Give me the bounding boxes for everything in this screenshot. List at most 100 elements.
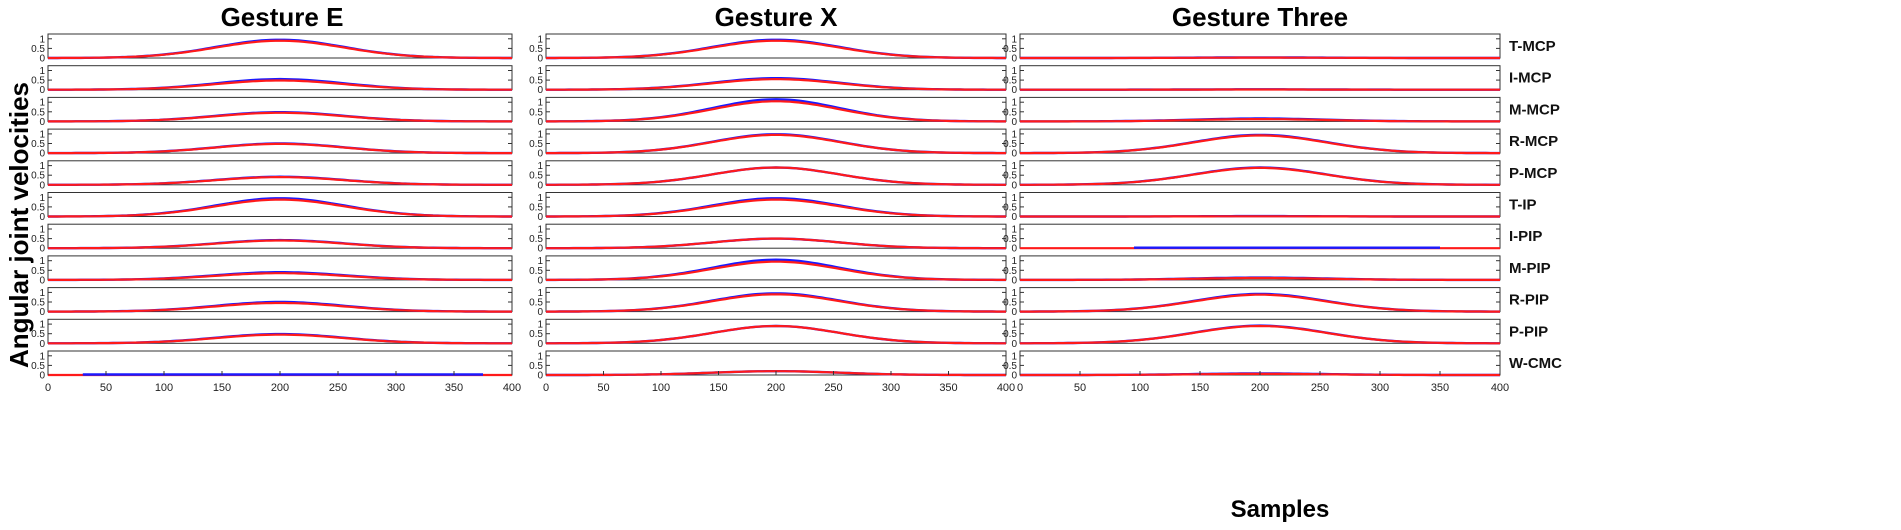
x-tick-label: 250 [1311,382,1329,394]
subplot: 10.50 [31,318,513,350]
y-tick-label: 0.5 [529,44,543,55]
y-tick-label: 1 [39,34,45,45]
y-tick-label: 0 [1011,149,1017,160]
series-line-red [48,272,512,281]
series-line-red [1020,118,1500,123]
y-tick-label: 1 [537,288,543,299]
subplot: 10.50 [31,65,513,96]
x-tick-label: 200 [767,382,785,394]
subplot-frame [47,192,513,217]
subplot: 10.50 [529,128,1007,160]
y-tick-label: 0 [1011,307,1017,318]
y-tick-label: 1 [537,34,543,45]
subplot: 10.50 [1003,96,1501,128]
y-tick-label: 0.5 [1003,234,1017,245]
subplot-frame [47,318,513,344]
y-tick-label: 0.5 [31,234,45,245]
subplot-frame [545,128,1007,154]
x-tick-label: 100 [652,382,670,394]
y-tick-label: 1 [537,225,543,236]
y-tick-label: 0.5 [1003,329,1017,340]
y-tick-label: 1 [537,320,543,331]
y-tick-label: 0.5 [1003,171,1017,182]
y-tick-label: 0 [39,212,45,223]
subplot: 10.50 [529,192,1007,223]
row-label: P-MCP [1509,165,1557,182]
y-tick-label: 0 [39,275,45,286]
y-tick-label: 0 [39,117,45,128]
y-tick-label: 1 [39,161,45,172]
subplot: 10.50 [31,255,513,286]
subplot: 10.50 [31,192,513,223]
row-label: R-PIP [1509,292,1549,309]
subplot-frame [1019,33,1501,59]
y-tick-label: 0 [39,371,45,382]
y-tick-label: 0 [1011,117,1017,128]
y-tick-label: 1 [1011,225,1017,236]
y-tick-label: 1 [537,98,543,109]
x-tick-label: 50 [100,382,112,394]
x-tick-label: 200 [1251,382,1269,394]
x-tick-label: 100 [1131,382,1149,394]
row-label: T-MCP [1509,38,1556,55]
y-tick-label: 0 [39,54,45,65]
y-tick-label: 0 [537,212,543,223]
y-tick-label: 1 [1011,256,1017,267]
x-tick-label: 200 [271,382,289,394]
y-tick-label: 0 [1011,212,1017,223]
x-tick-label: 400 [503,382,521,394]
subplot-frame [47,65,513,91]
y-tick-label: 0.5 [31,139,45,150]
y-tick-label: 1 [1011,193,1017,204]
y-tick-label: 0.5 [31,76,45,87]
subplot: 10.50 [31,33,513,65]
subplot-frame [47,128,513,154]
y-tick-label: 1 [1011,129,1017,140]
y-tick-label: 0.5 [529,171,543,182]
y-tick-label: 0.5 [1003,44,1017,55]
subplot: 10.50 [1003,33,1501,65]
y-tick-label: 0.5 [529,361,543,372]
subplot: 10.50 [529,33,1007,65]
y-tick-label: 0.5 [1003,298,1017,309]
subplot: 10.50 [1003,223,1501,255]
y-tick-label: 0.5 [31,329,45,340]
subplot: 10.50 [31,128,513,160]
subplot: 10.50 [529,96,1007,128]
y-tick-label: 0 [537,54,543,65]
y-tick-label: 0 [1011,180,1017,191]
x-tick-label: 300 [387,382,405,394]
series-line-red [546,100,1006,123]
series-line-red [546,260,1006,281]
series-line-red [1020,293,1500,313]
y-tick-label: 1 [537,351,543,362]
series-line-red [546,77,1006,91]
series-line-red [546,198,1006,218]
subplot: 10.50 [31,287,513,318]
subplot: 10.50 [1003,160,1501,191]
y-tick-label: 1 [1011,34,1017,45]
y-tick-label: 0 [1011,275,1017,286]
series-line-red [1020,276,1500,281]
row-label: W-CMC [1509,355,1562,372]
series-line-red [546,39,1006,60]
subplot: 10.50 [529,255,1007,286]
subplot-frame [1019,65,1501,91]
y-tick-label: 1 [1011,351,1017,362]
y-tick-label: 0 [537,244,543,255]
y-tick-label: 0.5 [1003,266,1017,277]
series-line-red [48,39,512,60]
subplot: 10.500 50 100 150 200 250 300 350 400 [31,350,521,394]
x-axis-label: Samples [1231,496,1330,523]
row-label: R-MCP [1509,133,1558,150]
y-tick-label: 0 [39,339,45,350]
y-tick-label: 1 [1011,320,1017,331]
x-tick-label: 350 [939,382,957,394]
x-tick-label: 50 [1074,382,1086,394]
y-tick-label: 0.5 [529,202,543,213]
series-line-red [546,237,1006,250]
y-tick-label: 1 [537,161,543,172]
x-tick-label: 400 [1491,382,1509,394]
y-tick-label: 0.5 [529,234,543,245]
series-line-red [1020,134,1500,155]
